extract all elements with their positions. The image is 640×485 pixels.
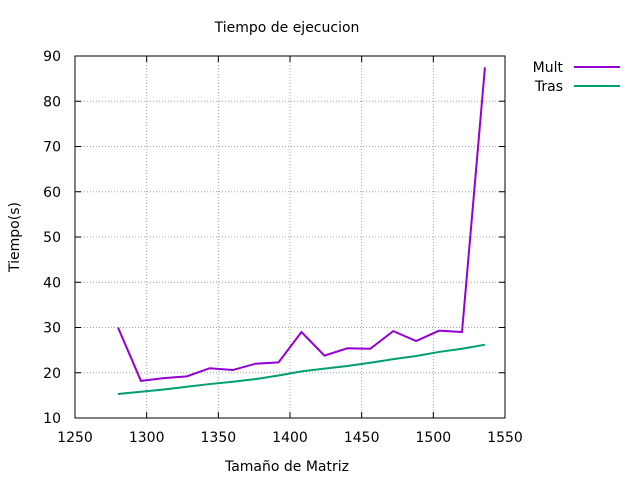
series-line-mult	[117, 67, 486, 382]
y-axis-label: Tiempo(s)	[7, 202, 23, 273]
y-tick-label: 50	[43, 230, 61, 246]
tick-labels: 1250 1300 1350 1400 1450 1500 1550 10 20 30 40 50 60…	[43, 49, 523, 446]
series-lines	[117, 67, 486, 396]
x-tick-label: 1300	[129, 430, 165, 446]
x-tick-label: 1400	[272, 430, 308, 446]
y-tick-label: 80	[43, 94, 61, 110]
y-tick-label: 30	[43, 321, 61, 337]
x-tick-label: 1250	[57, 430, 93, 446]
legend: Mult Tras	[533, 60, 620, 95]
x-tick-label: 1550	[487, 430, 523, 446]
x-tick-label: 1450	[344, 430, 380, 446]
x-tick-label: 1500	[416, 430, 452, 446]
chart-title: Tiempo de ejecucion	[214, 20, 360, 36]
y-tick-label: 60	[43, 185, 61, 201]
y-tick-label: 70	[43, 140, 61, 156]
series-line-tras	[117, 343, 486, 396]
x-axis-label: Tamaño de Matriz	[224, 459, 349, 475]
legend-label-tras: Tras	[534, 79, 563, 95]
y-tick-label: 10	[43, 411, 61, 427]
x-tick-label: 1350	[201, 430, 237, 446]
y-tick-label: 90	[43, 49, 61, 65]
y-tick-label: 20	[43, 366, 61, 382]
legend-label-mult: Mult	[533, 60, 564, 76]
grid-lines	[75, 56, 505, 418]
y-tick-label: 40	[43, 275, 61, 291]
plot-frame	[74, 55, 506, 419]
